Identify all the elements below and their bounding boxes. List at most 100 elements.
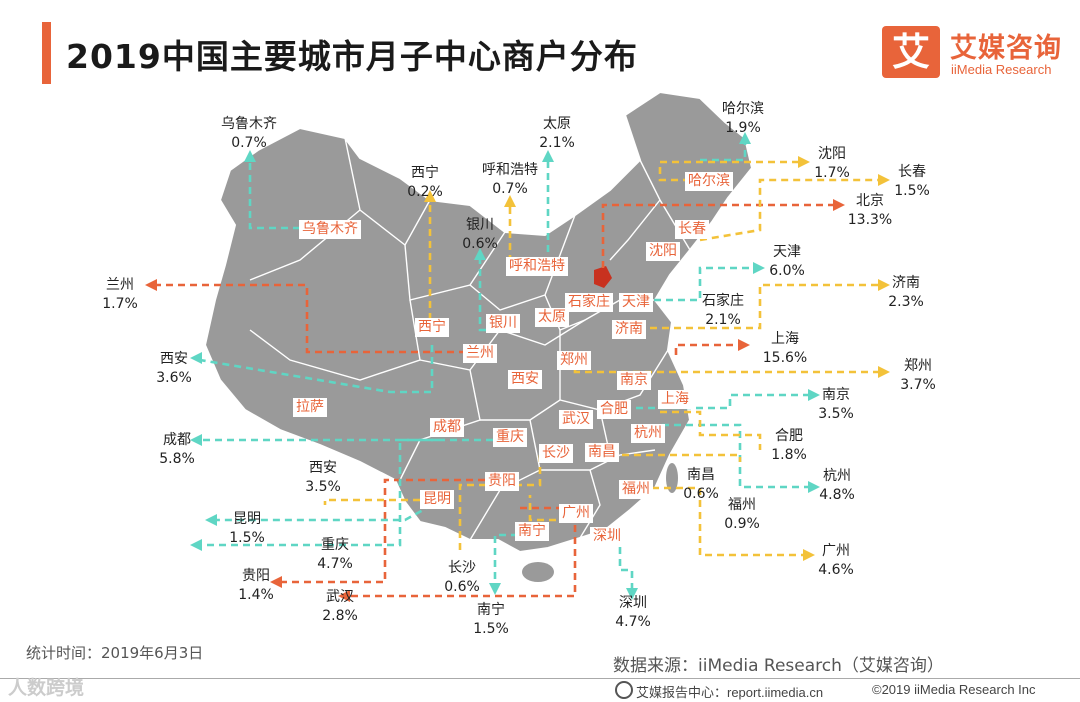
map-tag-changsha: 长沙 — [539, 444, 573, 463]
city-name: 银川 — [465, 217, 494, 233]
city-name: 西安 — [159, 351, 188, 367]
map-tag-jinan: 济南 — [612, 320, 646, 339]
map-tag-fuzhou: 福州 — [619, 480, 653, 499]
city-pct: 0.7% — [231, 135, 267, 151]
city-name: 长沙 — [447, 560, 476, 576]
city-name: 深圳 — [618, 595, 647, 611]
city-name: 郑州 — [903, 358, 932, 374]
logo-name-cn: 艾媒咨询 — [950, 33, 1062, 64]
map-tag-changchun: 长春 — [675, 220, 709, 239]
map-tag-shanghai: 上海 — [658, 390, 692, 409]
city-pct: 4.6% — [818, 562, 854, 578]
city-label-nanjing: 南京 3.5% — [818, 386, 854, 424]
map-tag-shenyang: 沈阳 — [646, 242, 680, 261]
city-pct: 3.6% — [156, 370, 192, 386]
hainan-island-shape — [522, 562, 554, 582]
city-name: 南宁 — [476, 602, 505, 618]
connector-arrows-orange — [145, 199, 845, 602]
city-pct: 2.1% — [705, 312, 741, 328]
city-label-beijing: 北京 13.3% — [848, 192, 892, 230]
city-label-hohhot: 呼和浩特 0.7% — [482, 161, 538, 199]
city-label-changsha: 长沙 0.6% — [444, 559, 480, 597]
city-label-taiyuan: 太原 2.1% — [539, 115, 575, 153]
map-tag-xining: 西宁 — [415, 318, 449, 337]
city-label-kunming: 昆明 1.5% — [229, 510, 265, 548]
city-pct: 1.5% — [473, 621, 509, 637]
city-name: 呼和浩特 — [482, 162, 538, 178]
connectors-cyan — [199, 140, 810, 590]
page-title: 2019中国主要城市月子中心商户分布 — [66, 37, 638, 76]
city-pct: 4.7% — [317, 556, 353, 572]
logo-name-en: iiMedia Research — [951, 62, 1052, 77]
map-tag-harbin: 哈尔滨 — [685, 172, 733, 191]
report-center-icon — [615, 681, 633, 699]
map-tag-zhengzhou: 郑州 — [557, 351, 591, 370]
city-label-shijiazhuang: 石家庄 2.1% — [702, 292, 744, 330]
city-pct: 2.8% — [322, 608, 358, 624]
map-tag-tianjin: 天津 — [619, 293, 653, 312]
city-pct: 4.7% — [615, 614, 651, 630]
city-label-jinan: 济南 2.3% — [888, 274, 924, 312]
connector-arrows-yellow — [424, 156, 890, 561]
city-label-xining: 西宁 0.2% — [407, 164, 443, 202]
city-label-guiyang: 贵阳 1.4% — [238, 567, 274, 605]
map-tag-lanzhou: 兰州 — [463, 344, 497, 363]
city-name: 上海 — [770, 331, 799, 347]
city-name: 合肥 — [774, 428, 803, 444]
footer-copyright: ©2019 iiMedia Research Inc — [872, 682, 1036, 697]
map-tag-nanchang: 南昌 — [585, 443, 619, 462]
city-label-hangzhou: 杭州 4.8% — [819, 467, 855, 505]
map-tag-hangzhou: 杭州 — [631, 424, 665, 443]
city-label-chongqing: 重庆 4.7% — [317, 536, 353, 574]
city-label-urumqi: 乌鲁木齐 0.7% — [221, 115, 277, 153]
city-pct: 2.3% — [888, 294, 924, 310]
city-name: 太原 — [542, 116, 571, 132]
city-label-nanchang: 南昌 0.6% — [683, 466, 719, 504]
city-name: 西安 — [308, 460, 337, 476]
city-pct: 5.8% — [159, 451, 195, 467]
city-name: 南京 — [821, 387, 850, 403]
map-tag-lhasa: 拉萨 — [293, 398, 327, 417]
city-label-fuzhou: 福州 0.9% — [724, 496, 760, 534]
city-pct: 3.7% — [900, 377, 936, 393]
footer-report-center: 艾媒报告中心：report.iimedia.cn — [636, 685, 824, 700]
map-tag-shenzhen: 深圳 — [590, 527, 624, 546]
map-tag-kunming: 昆明 — [420, 490, 454, 509]
city-label-changchun: 长春 1.5% — [894, 163, 930, 201]
city-label-nanning: 南宁 1.5% — [473, 601, 509, 639]
city-pct: 15.6% — [762, 350, 808, 366]
city-name: 西宁 — [410, 165, 439, 181]
map-tag-xian: 西安 — [508, 370, 542, 389]
city-label-lanzhou: 兰州 1.7% — [102, 276, 138, 314]
city-pct: 1.8% — [771, 447, 807, 463]
city-label-xian-1: 西安 3.6% — [156, 350, 192, 388]
title-accent-bar — [42, 22, 51, 84]
city-pct: 6.0% — [769, 263, 805, 279]
city-label-shenyang: 沈阳 1.7% — [814, 145, 850, 183]
city-name: 长春 — [897, 164, 926, 180]
map-tag-hohhot: 呼和浩特 — [506, 257, 568, 276]
city-label-guangzhou: 广州 4.6% — [818, 542, 854, 580]
city-name: 济南 — [891, 275, 920, 291]
city-name: 哈尔滨 — [722, 101, 764, 117]
map-tag-nanjing: 南京 — [617, 371, 651, 390]
city-name: 石家庄 — [702, 293, 744, 309]
city-name: 乌鲁木齐 — [221, 116, 277, 132]
city-label-shanghai: 上海 15.6% — [763, 330, 807, 368]
city-name: 杭州 — [822, 468, 851, 484]
city-pct: 13.3% — [847, 212, 893, 228]
connector-arrows-cyan — [190, 132, 820, 600]
city-pct: 4.8% — [819, 487, 855, 503]
city-label-tianjin: 天津 6.0% — [769, 243, 805, 281]
city-pct: 1.5% — [229, 530, 265, 546]
city-pct: 1.7% — [102, 296, 138, 312]
city-label-zhengzhou: 郑州 3.7% — [900, 357, 936, 395]
city-label-chengdu: 成都 5.8% — [159, 431, 195, 469]
beijing-highlight — [594, 266, 612, 288]
map-tag-hefei: 合肥 — [597, 400, 631, 419]
map-tag-guiyang: 贵阳 — [485, 472, 519, 491]
city-name: 北京 — [855, 193, 884, 209]
city-name: 昆明 — [232, 511, 261, 527]
city-name: 贵阳 — [241, 568, 270, 584]
city-pct: 1.9% — [725, 120, 761, 136]
